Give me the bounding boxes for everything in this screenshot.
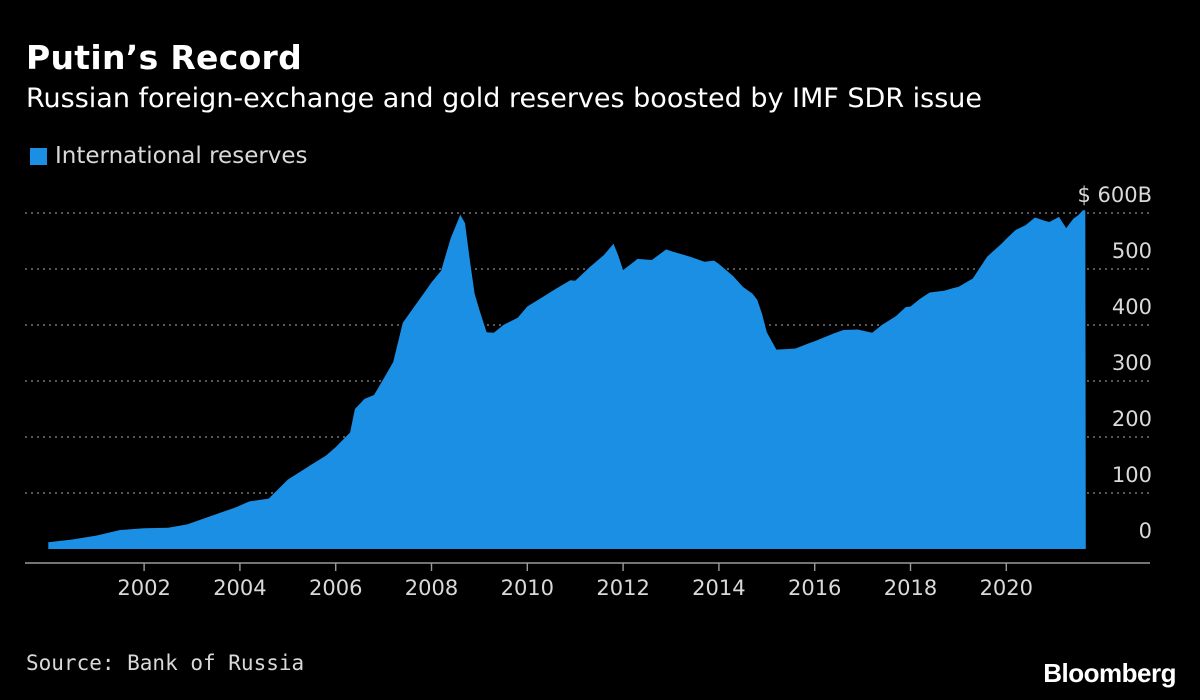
y-tick-label-300: 300 — [1112, 351, 1152, 375]
y-tick-label-600: $ 600B — [1077, 183, 1152, 207]
x-tick-label-2006: 2006 — [309, 576, 362, 600]
x-tick-label-2008: 2008 — [405, 576, 458, 600]
bloomberg-logo: Bloomberg — [1043, 658, 1176, 688]
y-tick-label-500: 500 — [1112, 239, 1152, 263]
x-tick-label-2018: 2018 — [884, 576, 937, 600]
source-note: Source: Bank of Russia — [26, 651, 305, 675]
chart-title: Putin’s Record — [26, 38, 303, 77]
y-tick-label-400: 400 — [1112, 295, 1152, 319]
legend: International reserves — [30, 143, 308, 169]
x-tick-label-2002: 2002 — [117, 576, 170, 600]
x-tick-label-2020: 2020 — [980, 576, 1033, 600]
y-tick-label-200: 200 — [1112, 407, 1152, 431]
x-tick-label-2004: 2004 — [213, 576, 266, 600]
x-tick-label-2014: 2014 — [692, 576, 745, 600]
x-tick-label-2016: 2016 — [788, 576, 841, 600]
chart-subtitle: Russian foreign-exchange and gold reserv… — [26, 83, 983, 114]
x-tick-label-2012: 2012 — [596, 576, 649, 600]
y-tick-label-0: 0 — [1139, 519, 1152, 543]
legend-swatch — [30, 147, 47, 165]
x-tick-label-2010: 2010 — [501, 576, 554, 600]
legend-label: International reserves — [55, 143, 308, 169]
reserves-area — [48, 210, 1086, 549]
y-tick-label-100: 100 — [1112, 463, 1152, 487]
